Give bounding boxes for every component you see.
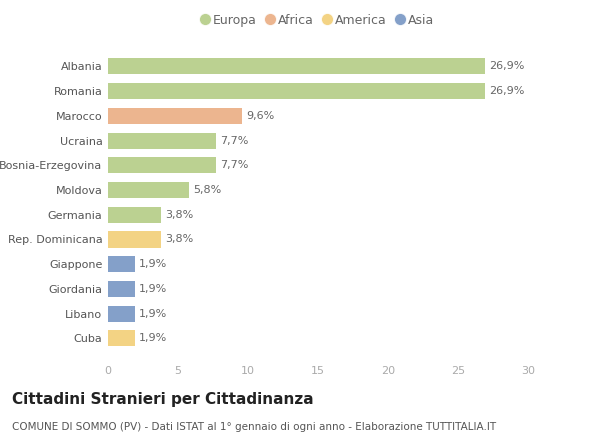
Bar <box>108 83 485 99</box>
Text: 26,9%: 26,9% <box>489 62 524 71</box>
Bar <box>108 182 189 198</box>
Bar <box>108 256 134 272</box>
Text: 9,6%: 9,6% <box>247 111 275 121</box>
Text: 26,9%: 26,9% <box>489 86 524 96</box>
Bar <box>108 207 161 223</box>
Text: 7,7%: 7,7% <box>220 136 248 146</box>
Text: 5,8%: 5,8% <box>193 185 221 195</box>
Bar <box>108 306 134 322</box>
Bar <box>108 132 216 149</box>
Text: 1,9%: 1,9% <box>139 308 167 319</box>
Bar <box>108 231 161 248</box>
Text: 3,8%: 3,8% <box>166 210 194 220</box>
Bar <box>108 108 242 124</box>
Text: 1,9%: 1,9% <box>139 259 167 269</box>
Bar <box>108 330 134 346</box>
Text: Cittadini Stranieri per Cittadinanza: Cittadini Stranieri per Cittadinanza <box>12 392 314 407</box>
Text: 1,9%: 1,9% <box>139 334 167 343</box>
Text: 7,7%: 7,7% <box>220 160 248 170</box>
Bar <box>108 59 485 74</box>
Text: COMUNE DI SOMMO (PV) - Dati ISTAT al 1° gennaio di ogni anno - Elaborazione TUTT: COMUNE DI SOMMO (PV) - Dati ISTAT al 1° … <box>12 422 496 433</box>
Legend: Europa, Africa, America, Asia: Europa, Africa, America, Asia <box>197 9 439 32</box>
Text: 3,8%: 3,8% <box>166 235 194 245</box>
Bar <box>108 157 216 173</box>
Bar <box>108 281 134 297</box>
Text: 1,9%: 1,9% <box>139 284 167 294</box>
